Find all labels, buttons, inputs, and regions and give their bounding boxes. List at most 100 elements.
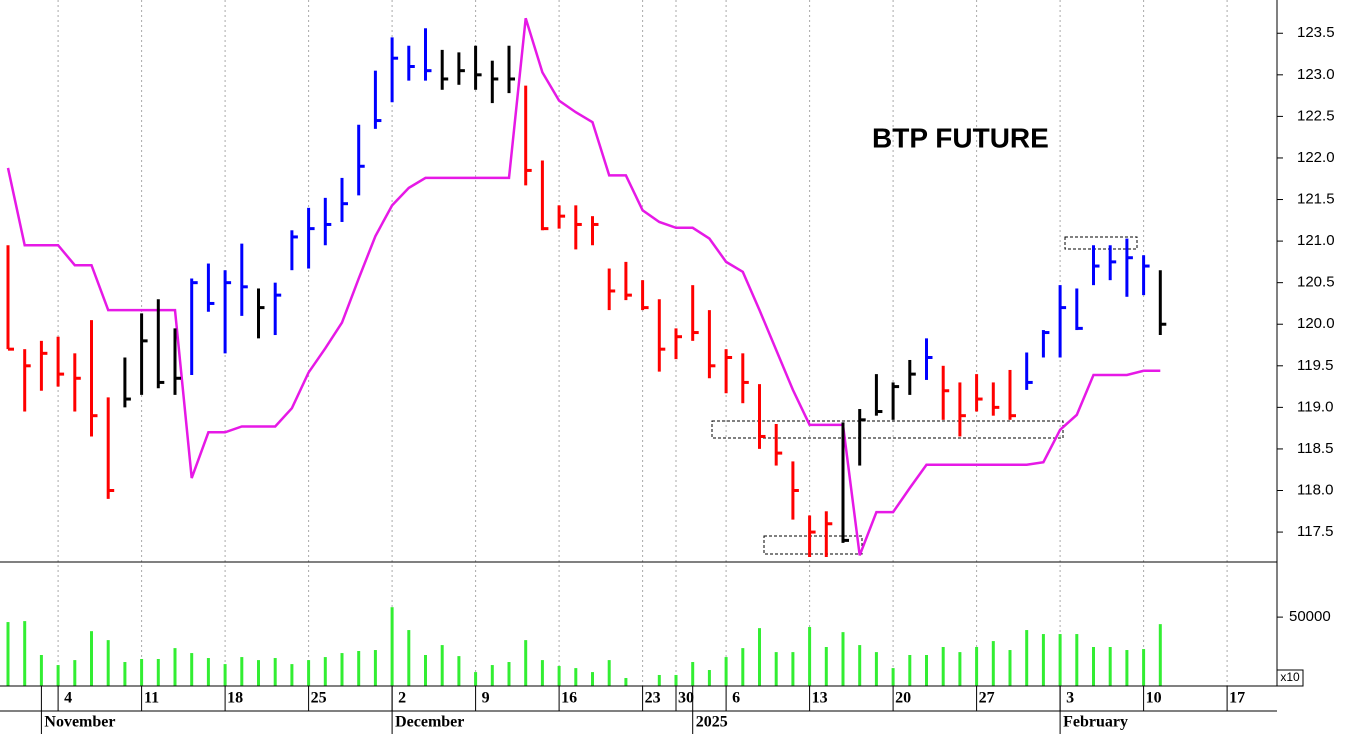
volume-bar	[524, 640, 528, 686]
volume-bar	[1008, 650, 1012, 686]
volume-bar	[657, 674, 661, 686]
y-tick-label: 121.0	[1297, 232, 1335, 249]
volume-bar	[340, 653, 344, 686]
volume-bar	[273, 658, 277, 686]
x-tick-label: 11	[144, 690, 159, 707]
x-tick-label: 18	[227, 690, 243, 707]
volume-bar	[290, 664, 294, 686]
volume-bar	[741, 648, 745, 686]
volume-bar	[373, 650, 377, 686]
volume-bar	[106, 640, 110, 686]
x-tick-label: 23	[645, 690, 661, 707]
volume-bar	[390, 607, 394, 686]
volume-bar	[56, 665, 60, 686]
volume-bar	[1058, 634, 1062, 686]
volume-bar	[908, 655, 912, 686]
volume-bar	[975, 647, 979, 686]
volume-bar	[474, 672, 478, 686]
multiplier-box	[1276, 669, 1304, 687]
grid	[57, 0, 1228, 686]
volume-bar	[724, 657, 728, 686]
y-tick-label: 118.5	[1297, 440, 1333, 457]
volume-bar	[758, 628, 761, 686]
volume-bar	[90, 631, 93, 686]
volume-bar	[1025, 630, 1029, 686]
x-tick-label: 3	[1066, 690, 1074, 707]
volume-bar	[1041, 634, 1045, 686]
y-tick-label: 118.0	[1297, 481, 1333, 498]
volume-bar	[1092, 647, 1095, 686]
volume-bar	[824, 647, 828, 686]
volume-bar	[607, 660, 611, 686]
volume-bar	[958, 652, 962, 686]
volume-bar	[6, 622, 10, 686]
y-tick-label: 119.0	[1297, 398, 1333, 415]
volume-bar	[206, 658, 210, 686]
volume-bar	[190, 653, 194, 686]
volume-bar	[791, 652, 795, 686]
chart-title: BTP FUTURE	[872, 122, 1049, 153]
range-box	[763, 535, 863, 555]
x-tick-label: 25	[311, 690, 327, 707]
x-tick-label: 13	[812, 690, 828, 707]
volume-bar	[223, 664, 227, 686]
volume-bar	[73, 660, 77, 686]
volume-bar	[991, 641, 995, 686]
volume-bar	[1125, 650, 1129, 686]
x-tick-label: 16	[561, 690, 577, 707]
x-tick-label: 27	[979, 690, 995, 707]
volume-bar	[140, 658, 144, 686]
volume-bar	[357, 651, 361, 686]
x-tick-label: 30	[678, 690, 694, 707]
multiplier-label: x10	[1280, 670, 1300, 684]
volume-bar	[39, 655, 43, 686]
volume-bar	[1075, 634, 1079, 686]
volume-bar	[490, 665, 494, 686]
volume-bar	[507, 662, 511, 686]
volume-bar	[574, 668, 578, 686]
y-tick-label: 122.5	[1297, 107, 1335, 124]
month-label: November	[44, 714, 115, 731]
y-tick-label: 123.0	[1297, 66, 1335, 83]
volume-bar	[1158, 624, 1162, 686]
y-tick-label: 122.0	[1297, 149, 1335, 166]
volume-bar	[323, 657, 327, 686]
volume-bar	[257, 660, 260, 686]
month-label: February	[1063, 714, 1128, 731]
x-tick-label: 20	[895, 690, 911, 707]
volume-bar	[407, 630, 411, 686]
volume-bar	[123, 662, 127, 686]
volume-bar	[457, 656, 461, 686]
volume-bar	[874, 652, 878, 686]
volume-bar	[240, 657, 244, 686]
volume-bar	[591, 672, 594, 686]
volume-bar	[691, 662, 695, 686]
volume-bar	[858, 645, 862, 686]
x-tick-label: 4	[64, 690, 72, 707]
volume-bar	[774, 652, 778, 686]
month-label: December	[395, 714, 464, 731]
y-tick-label: 123.5	[1297, 24, 1335, 41]
volume-bar	[925, 655, 928, 686]
x-tick-label: 6	[732, 690, 740, 707]
volume-bar	[440, 645, 444, 686]
annotation-boxes	[711, 236, 1138, 555]
y-tick-label: 120.0	[1297, 315, 1335, 332]
volume-bar	[891, 668, 895, 686]
range-box	[711, 420, 1064, 439]
volume-bar	[1108, 647, 1112, 686]
month-label: 2025	[696, 714, 728, 731]
volume-bar	[557, 666, 561, 686]
volume-bar	[674, 674, 678, 686]
volume-bar	[173, 648, 177, 686]
x-tick-label: 9	[482, 690, 490, 707]
volume-bar	[624, 678, 628, 686]
y-tick-label: 50000	[1289, 608, 1331, 625]
range-box	[1064, 236, 1138, 250]
plot	[6, 17, 1167, 686]
indicator-line	[6, 17, 1161, 556]
x-tick-label: 2	[398, 690, 406, 707]
volume-bar	[1142, 649, 1146, 686]
